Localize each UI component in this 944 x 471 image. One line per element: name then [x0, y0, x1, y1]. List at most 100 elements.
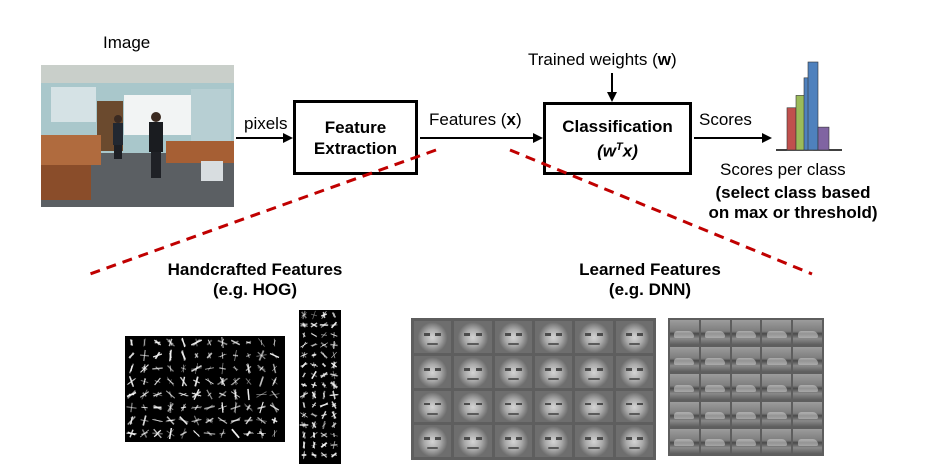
hog-stroke: [141, 429, 148, 438]
scores-per-class-label: Scores per class: [720, 160, 846, 179]
car-filter: [762, 401, 792, 427]
hog-stroke: [330, 362, 338, 368]
car-filter: [793, 320, 822, 346]
hog-stroke: [181, 351, 186, 360]
face-filter: [534, 355, 573, 388]
hog-stroke: [193, 415, 200, 426]
face-filter: [615, 425, 653, 457]
features-label-prefix: Features (: [429, 110, 507, 129]
hog-stroke: [331, 452, 337, 458]
car-filter: [670, 347, 699, 373]
hog-stroke: [233, 402, 238, 413]
hog-stroke: [194, 404, 199, 411]
learned-dashed-line: [509, 148, 813, 276]
hog-stroke: [206, 352, 213, 359]
hog-stroke: [219, 432, 226, 435]
hog-stroke: [311, 391, 317, 399]
hog-stroke: [302, 372, 306, 378]
hog-stroke: [311, 444, 317, 446]
hog-stroke: [246, 404, 251, 411]
car-filter: [700, 428, 730, 454]
car-filter: [670, 320, 699, 346]
car-filter: [731, 428, 761, 454]
hog-stroke: [332, 441, 336, 449]
hog-stroke: [217, 339, 228, 346]
hog-stroke: [332, 390, 336, 400]
score-bar: [807, 61, 819, 151]
hog-stroke: [221, 362, 224, 375]
hog-stroke: [259, 401, 264, 414]
hog-stroke: [143, 349, 146, 362]
select-class-line1: (select class based: [715, 183, 871, 202]
hog-stroke: [139, 391, 150, 398]
hog-stroke: [322, 420, 326, 430]
hog-stroke: [205, 367, 214, 370]
hog-stroke: [271, 390, 278, 399]
hog-stroke: [207, 377, 212, 386]
face-filter: [414, 390, 452, 423]
score-bar: [795, 95, 806, 151]
hog-stroke: [143, 365, 146, 372]
hog-stroke: [217, 416, 228, 425]
pixels-label: pixels: [244, 114, 288, 133]
learned-line2: (e.g. DNN): [608, 280, 692, 299]
hog-stroke: [321, 363, 327, 367]
hog-stroke: [206, 389, 213, 400]
hog-stroke: [246, 378, 251, 385]
hog-stroke: [332, 351, 336, 359]
hog-stroke: [230, 417, 241, 424]
hog-stroke: [258, 376, 265, 387]
image-label: Image: [103, 33, 151, 52]
hog-stroke: [152, 419, 163, 422]
hog-stroke: [312, 384, 316, 386]
hog-stroke: [301, 341, 307, 349]
hog-stroke: [130, 416, 133, 425]
hog-stroke: [245, 340, 252, 345]
hog-stroke: [321, 311, 327, 319]
office-photo-illustration: [41, 65, 234, 207]
hog-stroke: [206, 339, 213, 346]
hog-stroke: [153, 339, 162, 346]
hog-stroke: [221, 402, 224, 413]
hog-stroke: [321, 334, 327, 336]
hog-stroke: [331, 312, 337, 318]
handcrafted-dashed-line: [89, 148, 437, 276]
hog-stroke: [323, 382, 325, 388]
hog-stroke: [154, 418, 161, 423]
car-filter: [793, 347, 822, 373]
hog-stroke: [207, 339, 212, 346]
face-filter: [615, 321, 653, 353]
hog-stroke: [311, 342, 317, 348]
hog-stroke: [260, 428, 263, 439]
hog-stroke: [246, 353, 251, 358]
hog-glyphs-tall: [299, 310, 339, 460]
hog-stroke: [331, 404, 337, 406]
car-filter: [762, 374, 792, 400]
hog-stroke: [330, 321, 338, 329]
hog-stroke: [129, 339, 134, 346]
hog-stroke: [180, 406, 187, 409]
hog-stroke: [320, 442, 328, 448]
hog-stroke: [311, 404, 317, 406]
hog-stroke: [233, 365, 238, 372]
hog-stroke: [256, 354, 267, 357]
hog-stroke: [167, 378, 174, 385]
car-filter: [793, 401, 822, 427]
face-filter: [454, 390, 492, 423]
hog-stroke: [302, 322, 306, 328]
hog-stroke: [300, 352, 308, 358]
hog-stroke: [320, 452, 328, 458]
face-filter: [575, 390, 613, 423]
face-filter: [494, 321, 532, 353]
car-filter: [700, 320, 730, 346]
hog-stroke: [206, 431, 213, 436]
hog-stroke: [167, 365, 174, 372]
hog-stroke: [322, 323, 326, 327]
hog-stroke: [169, 352, 172, 359]
hog-stroke: [330, 333, 338, 337]
hog-stroke: [301, 423, 307, 427]
hog-stroke: [301, 391, 307, 399]
hog-stroke: [231, 428, 240, 439]
hog-stroke: [154, 380, 161, 383]
hog-stroke: [271, 402, 278, 413]
